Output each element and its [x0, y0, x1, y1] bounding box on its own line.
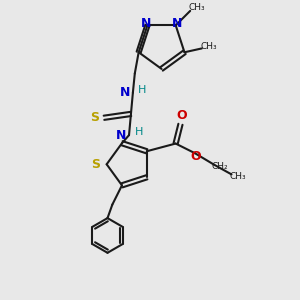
Text: S: S — [90, 111, 99, 124]
Text: H: H — [138, 85, 147, 95]
Text: N: N — [116, 129, 127, 142]
Text: O: O — [190, 150, 201, 163]
Text: CH₃: CH₃ — [200, 42, 217, 51]
Text: O: O — [176, 109, 187, 122]
Text: N: N — [120, 86, 130, 99]
Text: CH₂: CH₂ — [212, 162, 228, 171]
Text: N: N — [141, 17, 152, 30]
Text: N: N — [172, 17, 182, 30]
Text: CH₃: CH₃ — [189, 2, 205, 11]
Text: H: H — [134, 127, 143, 137]
Text: S: S — [92, 158, 100, 171]
Text: CH₃: CH₃ — [230, 172, 247, 181]
